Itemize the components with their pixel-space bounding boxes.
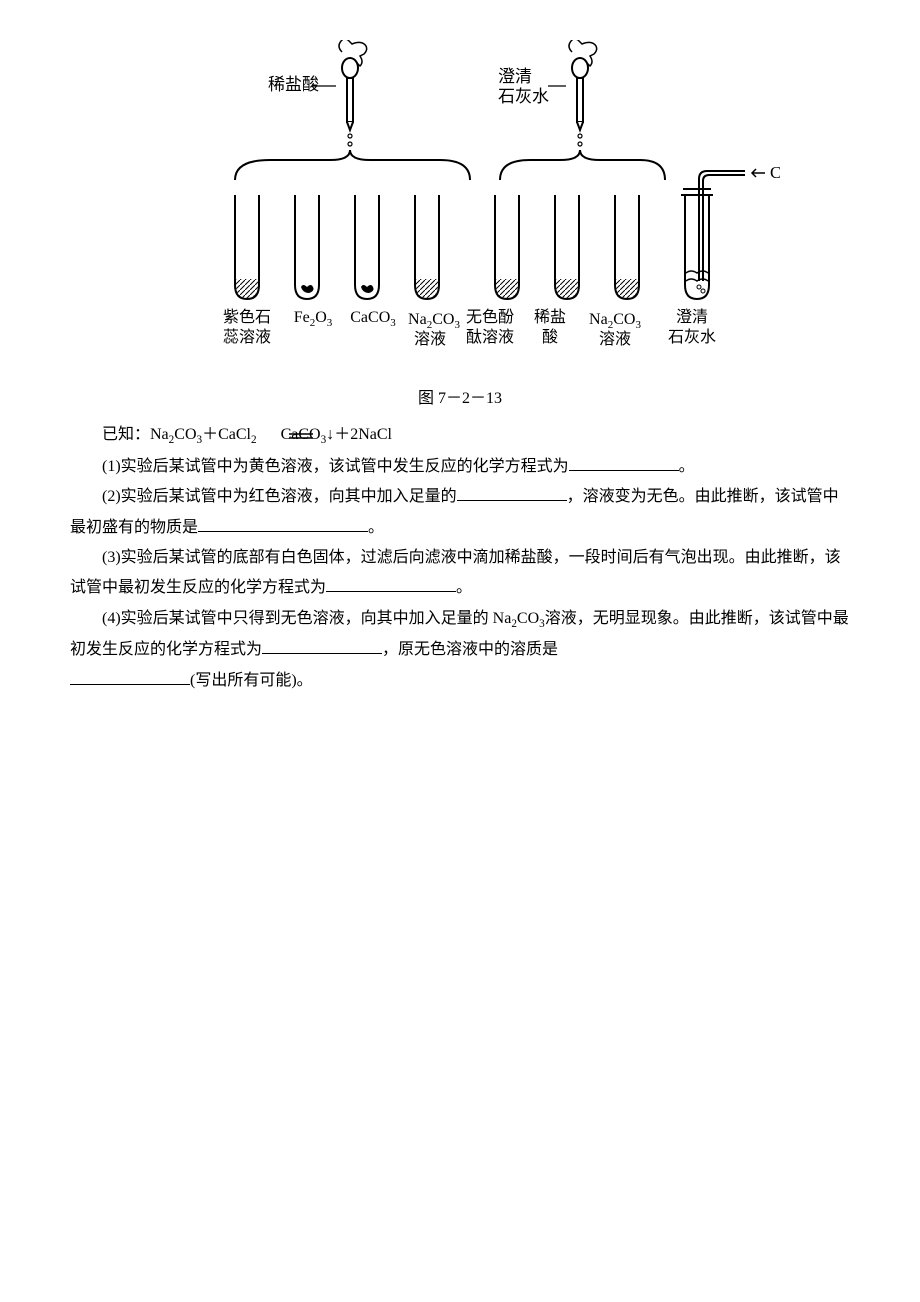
svg-text:溶液: 溶液 [414,330,446,348]
svg-text:酞溶液: 酞溶液 [466,328,514,346]
blank-4a [262,637,382,654]
question-1: (1)实验后某试管中为黄色溶液，该试管中发生反应的化学方程式为。 [70,452,850,482]
dropper-right-label-2: 石灰水 [498,87,549,106]
question-4-cont: (写出所有可能)。 [70,666,850,696]
blank-3 [326,575,456,592]
figure-caption: 图 7－2－13 [70,384,850,414]
svg-text:无色酚: 无色酚 [466,308,514,326]
svg-text:酸: 酸 [542,328,558,346]
svg-text:澄清: 澄清 [676,308,708,326]
svg-text:稀盐: 稀盐 [534,308,566,326]
experiment-diagram: 稀盐酸 澄清 石灰水 CO2 紫色石蕊溶液 Fe2O3 CaCO3 Na2CO3… [140,40,780,380]
svg-text:紫色石: 紫色石 [223,308,271,326]
svg-text:Fe2O3: Fe2O3 [294,309,333,329]
svg-text:CaCO3: CaCO3 [350,309,396,329]
svg-text:Na2CO3: Na2CO3 [589,311,641,331]
blank-4b [70,668,190,685]
tube-labels: 紫色石蕊溶液 Fe2O3 CaCO3 Na2CO3溶液 无色酚酞溶液 稀盐酸 N… [223,308,716,348]
svg-text:溶液: 溶液 [599,330,631,348]
dropper-left-label: 稀盐酸 [268,75,319,94]
dropper-right-label-1: 澄清 [498,67,532,86]
question-3: (3)实验后某试管的底部有白色固体，过滤后向滤液中滴加稀盐酸，一段时间后有气泡出… [70,543,850,604]
question-4: (4)实验后某试管中只得到无色溶液，向其中加入足量的 Na2CO3溶液，无明显现… [70,604,850,666]
svg-text:Na2CO3: Na2CO3 [408,311,460,331]
blank-1 [569,454,679,471]
blank-2a [457,484,567,501]
svg-text:石灰水: 石灰水 [668,328,716,346]
question-2: (2)实验后某试管中为红色溶液，向其中加入足量的，溶液变为无色。由此推断，该试管… [70,482,850,543]
gas-label: CO2 [770,163,780,185]
blank-2b [198,515,368,532]
svg-text:蕊溶液: 蕊溶液 [223,328,271,346]
given-line: 已知：Na2CO3＋CaCl2CaCO3↓＋2NaCl [70,420,850,451]
